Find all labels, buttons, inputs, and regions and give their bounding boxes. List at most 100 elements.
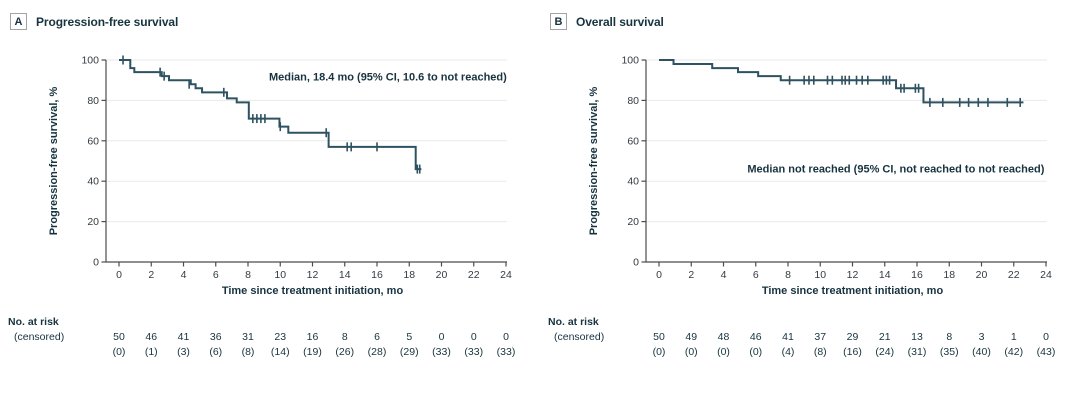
risk-table-censored-label: (censored) [554,331,604,343]
risk-value: 37 [814,331,826,343]
censored-value: (24) [875,346,894,358]
risk-table-label: No. at risk [8,316,59,328]
risk-value: 8 [342,331,348,343]
risk-table-label: No. at risk [548,316,599,328]
censored-value: (29) [400,346,419,358]
y-tick-label: 80 [627,95,639,107]
panel-b: 0 20 40 60 80 100 0 2 4 6 8 10 12 14 16 18 20 22 24 Time si… [540,0,1080,400]
km-curve [659,59,1024,104]
censored-value: (0) [749,346,762,358]
y-tick-label: 40 [87,176,99,188]
risk-value: 0 [471,331,477,343]
x-tick-label: 14 [339,269,351,281]
median-annotation: Median not reached (95% CI, not reached … [747,164,1044,176]
y-tick-label: 0 [93,257,99,269]
panel-b-header: B Overall survival [550,13,664,30]
risk-value: 8 [946,331,952,343]
y-axis-label: Progression-free survival, % [588,87,600,236]
risk-value: 48 [718,331,730,343]
risk-value: 0 [439,331,445,343]
y-tick-label: 100 [621,55,639,67]
censored-value: (35) [940,346,959,358]
x-tick-label: 6 [753,269,759,281]
y-tick-label: 20 [87,216,99,228]
x-tick-label: 12 [307,269,319,281]
x-tick-label: 16 [911,269,923,281]
risk-value: 16 [307,331,319,343]
censored-value: (3) [177,346,190,358]
risk-value: 21 [879,331,891,343]
censored-value: (33) [464,346,483,358]
y-tick-label: 20 [627,216,639,228]
censored-value: (19) [303,346,322,358]
risk-value: 6 [374,331,380,343]
risk-value: 49 [685,331,697,343]
panel-a-letter-badge: A [10,13,27,30]
x-tick-label: 16 [371,269,383,281]
risk-value: 50 [653,331,665,343]
x-tick-label: 4 [721,269,727,281]
panel-a-title: Progression-free survival [36,14,179,29]
censored-value: (1) [145,346,158,358]
x-tick-label: 20 [976,269,988,281]
risk-value: 0 [1043,331,1049,343]
risk-value: 41 [178,331,190,343]
risk-value: 36 [210,331,222,343]
y-tick-label: 60 [87,135,99,147]
x-tick-label: 4 [181,269,187,281]
panel-b-title: Overall survival [576,14,664,29]
censored-value: (0) [113,346,126,358]
censored-value: (4) [782,346,795,358]
censored-value: (0) [653,346,666,358]
censored-value: (31) [908,346,927,358]
x-tick-label: 14 [879,269,891,281]
risk-value: 0 [503,331,509,343]
panel-a-header: A Progression-free survival [10,13,178,30]
censored-value: (0) [717,346,730,358]
risk-value: 50 [113,331,125,343]
x-tick-label: 20 [436,269,448,281]
y-tick-label: 80 [87,95,99,107]
censored-value: (0) [685,346,698,358]
x-axis-label: Time since treatment initiation, mo [222,285,404,297]
risk-value: 29 [847,331,859,343]
censored-value: (28) [368,346,387,358]
censored-value: (16) [843,346,862,358]
risk-value: 13 [911,331,923,343]
x-tick-label: 8 [785,269,791,281]
y-tick-label: 60 [627,135,639,147]
y-tick-label: 100 [81,55,99,67]
x-tick-label: 22 [468,269,480,281]
x-tick-label: 24 [1040,269,1052,281]
y-tick-label: 0 [633,257,639,269]
censored-value: (6) [209,346,222,358]
x-tick-label: 18 [403,269,415,281]
risk-value: 31 [242,331,254,343]
x-tick-label: 2 [148,269,154,281]
risk-value: 3 [979,331,985,343]
panel-a: 0 20 40 60 80 100 0 2 4 6 8 10 12 14 16 18 20 22 24 Time si… [8,13,516,359]
censored-value: (43) [1037,346,1056,358]
y-axis-label: Progression-free survival, % [48,87,60,236]
censored-value: (14) [271,346,290,358]
x-tick-label: 8 [245,269,251,281]
censored-value: (42) [1004,346,1023,358]
x-tick-label: 2 [688,269,694,281]
x-axis-label: Time since treatment initiation, mo [762,285,944,297]
risk-value: 23 [274,331,286,343]
risk-table-censored-label: (censored) [14,331,64,343]
censored-value: (33) [432,346,451,358]
x-tick-label: 22 [1008,269,1020,281]
censored-value: (26) [335,346,354,358]
km-curve [119,59,422,171]
risk-value: 41 [782,331,794,343]
censored-value: (33) [497,346,516,358]
y-tick-label: 40 [627,176,639,188]
x-tick-label: 10 [814,269,826,281]
risk-value: 1 [1011,331,1017,343]
x-tick-label: 18 [943,269,955,281]
x-tick-label: 0 [656,269,662,281]
x-tick-label: 12 [847,269,859,281]
